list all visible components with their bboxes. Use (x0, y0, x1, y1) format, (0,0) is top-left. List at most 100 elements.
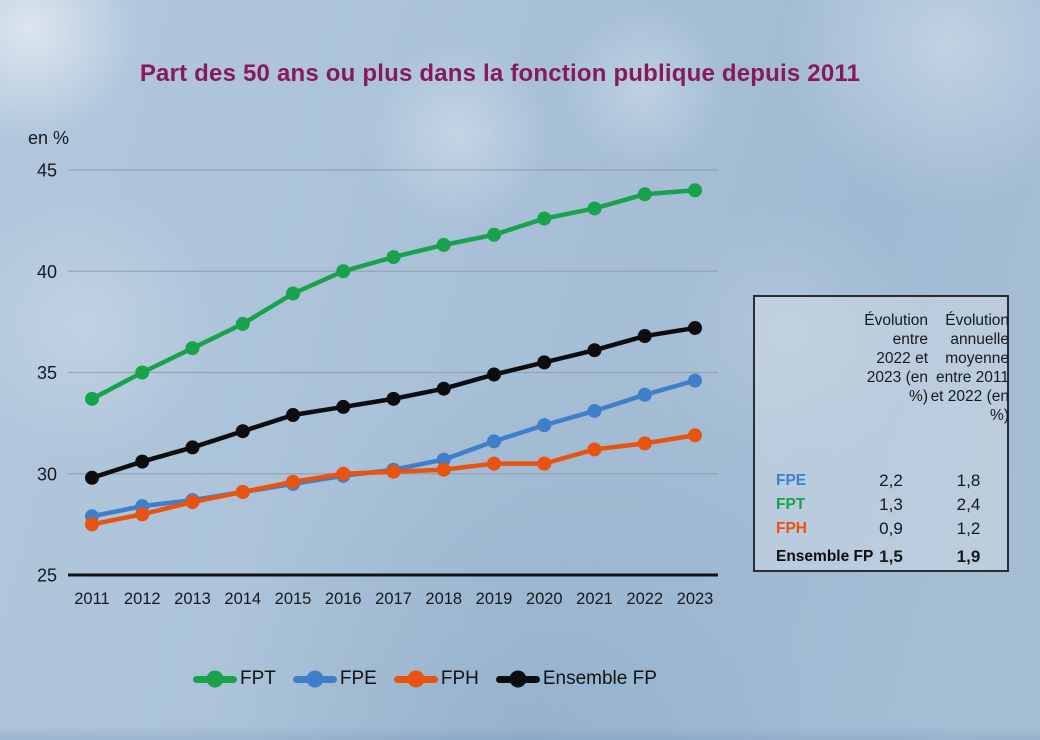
data-point-ensemble-fp-2013 (185, 440, 200, 455)
data-point-fpt-2020 (537, 211, 552, 226)
data-point-fpe-2021 (587, 403, 602, 418)
data-point-ensemble-fp-2012 (135, 454, 150, 469)
data-point-fph-2014 (235, 484, 250, 499)
data-point-fph-2019 (487, 456, 501, 471)
table-value-fpt-col2: 2,4 (956, 495, 981, 514)
data-point-fpe-2022 (637, 387, 652, 402)
data-point-fph-2022 (637, 436, 652, 451)
data-point-fph-2012 (135, 507, 150, 522)
legend-item-fph: FPH (393, 668, 479, 690)
y-tick-label-25: 25 (37, 566, 57, 586)
x-tick-label-2021: 2021 (576, 590, 613, 608)
data-point-fph-2011 (85, 517, 99, 532)
fpe-line-marker-icon (292, 670, 337, 688)
data-point-fpe-2018 (436, 452, 451, 467)
table-column-header-2011-2022: Évolution annuelle moyenne entre 2011 et… (930, 312, 1009, 424)
x-tick-label-2014: 2014 (224, 590, 261, 608)
data-point-ensemble-fp-2021 (587, 343, 602, 358)
data-point-fpt-2022 (637, 187, 652, 202)
data-point-fpt-2016 (336, 264, 351, 279)
x-tick-label-2017: 2017 (375, 590, 412, 608)
x-tick-label-2019: 2019 (476, 590, 513, 608)
data-point-fph-2013 (185, 495, 200, 510)
data-point-ensemble-fp-2017 (386, 391, 401, 406)
legend-label-fpt: FPT (240, 668, 276, 689)
data-point-ensemble-fp-2020 (537, 355, 552, 370)
evolution-table-header: Évolution entre 2022 et 2023 (en %) Évol… (776, 312, 1009, 469)
data-point-fpt-2019 (487, 227, 501, 242)
y-tick-label-40: 40 (37, 262, 57, 282)
x-tick-label-2023: 2023 (677, 590, 714, 608)
data-point-fph-2018 (436, 462, 451, 477)
table-value-ensemble-col1: 1,5 (879, 547, 903, 566)
table-row-label-ensemble-fp: Ensemble FP (776, 548, 874, 565)
legend-label-fpe: FPE (339, 668, 377, 689)
data-point-fph-2017 (386, 464, 401, 479)
legend-label-fph: FPH (440, 668, 479, 689)
table-value-fph-col2: 1,2 (956, 519, 981, 538)
table-value-ensemble-col2: 1,9 (956, 547, 981, 566)
data-point-fph-2016 (336, 466, 351, 481)
data-point-ensemble-fp-2023 (688, 320, 702, 335)
data-point-fpt-2013 (185, 341, 200, 356)
data-point-fph-2021 (587, 442, 602, 457)
data-point-fpt-2021 (587, 201, 602, 216)
y-tick-label-45: 45 (37, 161, 57, 181)
fpt-line-marker-icon (193, 670, 237, 688)
data-point-ensemble-fp-2018 (436, 381, 451, 396)
data-point-ensemble-fp-2022 (637, 329, 652, 344)
data-point-fpe-2020 (537, 418, 552, 433)
data-point-fpe-2019 (487, 434, 501, 449)
data-point-fpt-2012 (135, 365, 150, 380)
data-point-fpe-2023 (688, 373, 702, 388)
y-tick-label-35: 35 (37, 363, 57, 383)
table-corner-cell (776, 312, 854, 469)
x-tick-label-2012: 2012 (124, 590, 161, 608)
x-tick-label-2016: 2016 (325, 590, 362, 608)
x-tick-label-2022: 2022 (626, 590, 663, 608)
x-tick-label-2013: 2013 (174, 590, 211, 608)
data-point-fpt-2015 (286, 286, 300, 301)
x-tick-label-2015: 2015 (275, 590, 312, 608)
x-tick-label-2011: 2011 (74, 590, 109, 608)
table-value-fpe-col1: 2,2 (879, 471, 903, 490)
legend-item-fpe: FPE (292, 668, 377, 690)
background-bottom-band (0, 726, 1040, 740)
data-point-ensemble-fp-2014 (235, 424, 250, 439)
evolution-table: Évolution entre 2022 et 2023 (en %) Évol… (753, 295, 1009, 572)
data-point-ensemble-fp-2011 (85, 470, 99, 485)
data-point-ensemble-fp-2019 (487, 367, 501, 382)
legend-item-ensemble-fp: Ensemble FP (495, 668, 657, 690)
data-point-ensemble-fp-2015 (286, 408, 300, 423)
chart-legend: FPT FPE FPH Ensemble FP (193, 668, 657, 690)
data-point-ensemble-fp-2016 (336, 399, 351, 414)
y-axis-unit-label: en % (28, 128, 70, 148)
legend-label-ensemble-fp: Ensemble FP (542, 668, 657, 689)
data-point-fpt-2023 (688, 183, 702, 198)
table-value-fph-col1: 0,9 (879, 519, 903, 538)
page-title: Part des 50 ans ou plus dans la fonction… (139, 60, 861, 88)
y-tick-label-30: 30 (37, 464, 57, 484)
x-tick-label-2020: 2020 (526, 590, 563, 608)
data-point-fpt-2017 (386, 250, 401, 265)
evolution-table-body: FPE 2,2 1,8 FPT 1,3 2,4 FPH 0,9 1,2 Ense… (776, 469, 999, 569)
ensemble-fp-line-marker-icon (495, 670, 540, 688)
ensemble-fp-dot-icon (509, 670, 527, 688)
fph-line-marker-icon (393, 670, 438, 688)
fpt-dot-icon (206, 670, 224, 688)
table-value-fpe-col2: 1,8 (956, 471, 981, 490)
data-point-fpt-2011 (85, 391, 99, 406)
table-value-fpt-col1: 1,3 (879, 495, 903, 514)
legend-item-fpt: FPT (193, 668, 276, 690)
data-point-fpt-2018 (436, 237, 451, 252)
x-tick-label-2018: 2018 (425, 590, 462, 608)
data-point-fph-2015 (286, 474, 300, 489)
fph-dot-icon (407, 670, 425, 688)
data-point-fph-2020 (537, 456, 552, 471)
table-row-label-fph: FPH (776, 520, 807, 537)
data-point-fph-2023 (688, 428, 702, 443)
fpe-dot-icon (306, 670, 324, 688)
table-column-header-2022-2023: Évolution entre 2022 et 2023 (en %) (864, 312, 928, 405)
